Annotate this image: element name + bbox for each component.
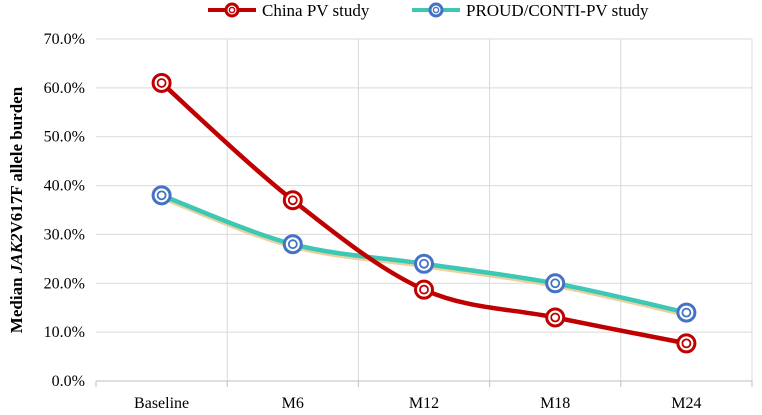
x-tick-label-2: M12 — [409, 395, 439, 410]
point-inner-proud-3 — [550, 278, 561, 289]
y-tick-label-4: 40.0% — [44, 178, 85, 195]
y-tick-label-0: 0.0% — [52, 373, 85, 390]
point-inner-china-1 — [287, 195, 298, 206]
x-axis-ticks: Baseline M6 M12 M18 M24 — [134, 395, 701, 412]
y-axis-title-part-2: JAK2 — [7, 233, 26, 274]
point-inner-proud-4 — [681, 307, 692, 318]
legend-label-proud: PROUD/CONTI-PV study — [466, 1, 649, 20]
point-inner-proud-1 — [287, 239, 298, 250]
x-tick-label-4: M24 — [671, 395, 701, 410]
point-inner-proud-0 — [156, 190, 167, 201]
legend-item-proud: PROUD/CONTI-PV study — [412, 1, 649, 20]
legend-item-china: China PV study — [208, 1, 370, 20]
y-tick-label-7: 70.0% — [44, 31, 85, 48]
legend: China PV study PROUD/CONTI-PV study — [208, 1, 649, 20]
series-line-china — [159, 80, 689, 346]
point-inner-china-4 — [681, 338, 692, 349]
y-tick-label-5: 50.0% — [44, 129, 85, 146]
point-inner-china-2 — [419, 284, 429, 295]
legend-marker-proud-inner — [432, 6, 440, 14]
y-axis-ticks: 0.0% 10.0% 20.0% 30.0% 40.0% 50.0% 60.0% 70.0% — [44, 31, 85, 390]
point-inner-proud-2 — [419, 258, 429, 269]
point-inner-china-0 — [156, 78, 167, 88]
y-axis-title-part-1: Median — [7, 273, 26, 333]
x-tick-label-1: M6 — [282, 395, 304, 410]
legend-marker-china-inner — [228, 6, 236, 14]
y-tick-label-3: 30.0% — [44, 226, 85, 243]
y-tick-label-2: 20.0% — [44, 275, 85, 292]
x-tick-label-3: M18 — [540, 395, 570, 410]
x-tick-label-0: Baseline — [134, 395, 189, 410]
legend-label-china: China PV study — [262, 1, 370, 20]
point-inner-china-3 — [550, 312, 561, 323]
gridlines — [95, 38, 753, 387]
series-lines — [151, 72, 697, 354]
y-tick-label-6: 60.0% — [44, 80, 85, 97]
y-axis-title-part-3: V617F allele burden — [7, 86, 26, 233]
y-tick-label-1: 10.0% — [44, 324, 85, 341]
y-axis-title: Median JAK2V617F allele burden — [7, 86, 26, 333]
